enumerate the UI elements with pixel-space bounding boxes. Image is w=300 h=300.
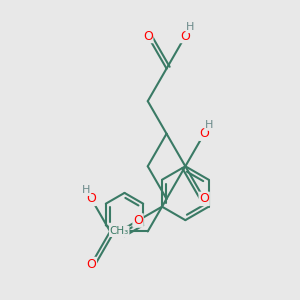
Text: O: O	[86, 192, 96, 206]
Text: CH₃: CH₃	[110, 226, 129, 236]
Text: O: O	[86, 257, 96, 271]
Text: H: H	[186, 22, 194, 32]
Text: O: O	[199, 127, 209, 140]
Text: H: H	[205, 120, 213, 130]
Text: O: O	[143, 29, 153, 43]
Text: O: O	[180, 29, 190, 43]
Text: O: O	[133, 214, 143, 227]
Text: H: H	[82, 185, 91, 195]
Text: O: O	[199, 192, 209, 206]
